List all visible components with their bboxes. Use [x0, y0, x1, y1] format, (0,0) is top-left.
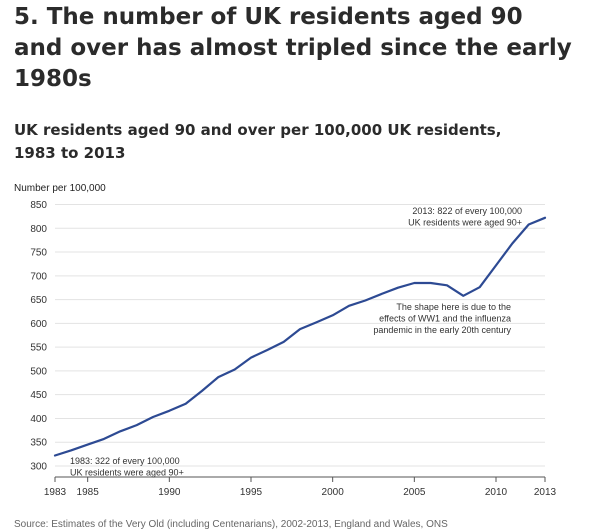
annotation-line: 1983: 322 of every 100,000: [70, 456, 180, 466]
annotation: 1983: 322 of every 100,000 UK residents w…: [70, 456, 184, 478]
y-tick-label: 650: [30, 295, 47, 306]
y-tick-label: 450: [30, 390, 47, 401]
y-axis-label: Number per 100,000: [14, 183, 106, 194]
annotation-line: The shape here is due to the: [396, 302, 511, 312]
x-tick-label: 1990: [158, 487, 181, 498]
y-tick-label: 400: [30, 414, 47, 425]
annotation-line: 2013: 822 of every 100,000: [412, 206, 522, 216]
y-tick-label: 500: [30, 366, 47, 377]
x-tick-label: 2013: [534, 487, 557, 498]
annotation-line: pandemic in the early 20th century: [373, 325, 511, 335]
y-axis-ticks: 300 350 400 450 500 550 600 650 700 750 800 850: [30, 200, 47, 473]
y-tick-label: 700: [30, 271, 47, 282]
x-tick-label: 1995: [240, 487, 263, 498]
x-tick-label: 2005: [403, 487, 426, 498]
annotation: 2013: 822 of every 100,000 UK residents w…: [408, 206, 522, 228]
x-tick-label: 2000: [322, 487, 345, 498]
y-tick-label: 750: [30, 248, 47, 259]
y-tick-label: 350: [30, 438, 47, 449]
y-tick-label: 850: [30, 200, 47, 211]
source-note: Source: Estimates of the Very Old (inclu…: [14, 519, 448, 530]
y-tick-label: 550: [30, 343, 47, 354]
annotation-line: UK residents were aged 90+: [408, 218, 522, 228]
data-line: [53, 216, 547, 457]
gridlines: [55, 204, 545, 467]
x-tick-label: 1983: [44, 487, 67, 498]
chart-subheading: UK residents aged 90 and over per 100,00…: [14, 121, 502, 162]
y-tick-label: 800: [30, 224, 47, 235]
x-axis: 1983 1985 1990 1995 2000 2005 2010 2013: [44, 476, 557, 498]
annotation: The shape here is due to the effects of W…: [373, 302, 511, 335]
y-tick-label: 300: [30, 462, 47, 473]
annotation-line: effects of WW1 and the influenza: [379, 314, 511, 324]
line-chart: Number per 100,000 300 350 400 450 500 550 600…: [14, 183, 557, 498]
annotations: 2013: 822 of every 100,000 UK residents w…: [70, 206, 522, 478]
annotation-line: UK residents were aged 90+: [70, 468, 184, 478]
x-tick-label: 1985: [77, 487, 100, 498]
chart-heading: 5. The number of UK residents aged 90 an…: [14, 4, 572, 92]
y-tick-label: 600: [30, 319, 47, 330]
x-tick-label: 2010: [485, 487, 508, 498]
